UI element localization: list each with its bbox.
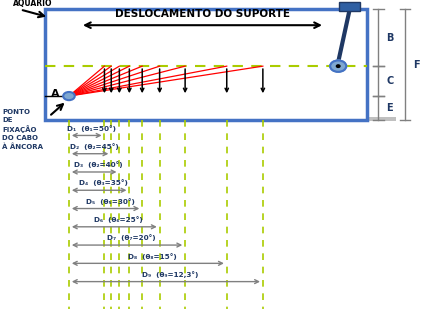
Circle shape (336, 65, 340, 67)
Text: E: E (386, 103, 393, 113)
Text: D₃  (θ₂=40°): D₃ (θ₂=40°) (74, 161, 123, 168)
Text: B: B (386, 33, 394, 43)
Circle shape (63, 92, 75, 100)
Text: C: C (386, 76, 393, 86)
Text: D₂  (θ₂=45°): D₂ (θ₂=45°) (70, 143, 119, 150)
Text: D₅  (θ₅=30°): D₅ (θ₅=30°) (85, 198, 134, 205)
Text: D₇  (θ₇=20°): D₇ (θ₇=20°) (107, 234, 156, 241)
Bar (44, 9, 367, 120)
Text: PONTO
DE
FIXAÇÃO
DO CABO
À ÂNCORA: PONTO DE FIXAÇÃO DO CABO À ÂNCORA (2, 109, 43, 150)
Text: D₄  (θ₃=35°): D₄ (θ₃=35°) (79, 180, 128, 186)
Text: DESLOCAMENTO DO SUPORTE: DESLOCAMENTO DO SUPORTE (115, 9, 290, 19)
Bar (44, 117, 396, 121)
Text: D₁  (θ₁=50°): D₁ (θ₁=50°) (67, 125, 116, 132)
Circle shape (330, 60, 346, 72)
Text: D₈  (θ₈=15°): D₈ (θ₈=15°) (128, 253, 177, 260)
Text: AQUÁRIO: AQUÁRIO (13, 0, 53, 8)
Text: D₆  (θ₆=25°): D₆ (θ₆=25°) (94, 216, 143, 223)
Text: D₉  (θ₉=12,3°): D₉ (θ₉=12,3°) (142, 271, 198, 278)
Text: A: A (51, 89, 59, 99)
Text: F: F (413, 60, 420, 70)
Bar (339, 2, 360, 11)
